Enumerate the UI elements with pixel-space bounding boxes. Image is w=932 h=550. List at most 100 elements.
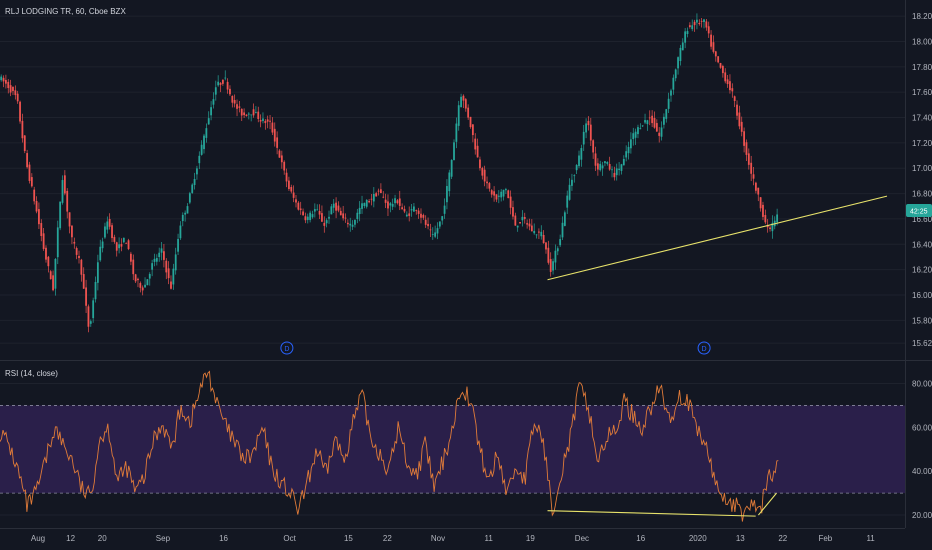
time-axis[interactable]: Aug 12 20 Sep 16 Oct 15 22 Nov 11 19 Dec 16 2020 13 22 F… [31,534,875,543]
candle-down [269,120,271,122]
candle-up [625,151,628,158]
candle-down [273,128,276,142]
candle-down [226,81,229,90]
candle-down [712,42,715,52]
candle-down [19,101,21,122]
candle-down [769,227,771,229]
rsi-divergence-short-line[interactable] [757,492,777,516]
candle-down [370,198,373,200]
candle-down [594,153,597,166]
candle-down [137,278,139,281]
candle-down [512,207,514,217]
candle-up [413,206,415,212]
candle-down [754,182,757,191]
candle-up [601,165,604,169]
time-tick-label: 16 [636,534,645,543]
candle-down [422,214,425,218]
candle-down [221,79,224,84]
candle-up [660,127,663,137]
candle-down [229,88,231,95]
candle-up [672,77,675,90]
candle-up [394,198,396,204]
candle-up [540,231,543,237]
candle-down [613,172,616,178]
candle-up [604,161,606,164]
candle-down [479,159,481,169]
candle-down [85,287,87,306]
price-axis[interactable]: 18.20 18.00 17.80 17.60 17.40 17.20 17.00 16.80… [912,12,932,348]
candle-down [490,190,493,195]
candle-down [2,77,5,82]
candle-up [455,123,458,142]
candle-up [151,263,154,270]
candle-down [73,241,76,244]
candle-up [606,161,609,164]
candle-down [693,21,696,26]
candle-down [129,253,132,262]
candle-down [14,90,17,96]
price-tick-label: 16.40 [912,240,932,249]
price-tick-label: 16.80 [912,190,932,199]
dividend-marker[interactable]: D [697,341,711,355]
candle-down [240,108,243,116]
candle-up [646,120,649,125]
candle-up [101,241,104,249]
candle-down [238,106,241,108]
candle-down [12,87,14,92]
candle-down [245,114,248,117]
candle-up [611,169,613,171]
candle-down [467,107,470,118]
candle-up [99,246,102,261]
candle-down [526,223,529,225]
dividend-marker[interactable]: D [280,341,294,355]
candle-down [733,96,736,101]
candle-up [92,300,95,319]
candle-down [717,56,720,63]
candle-down [417,210,420,214]
candle-down [257,111,260,119]
time-tick-label: 2020 [689,534,707,543]
candle-down [115,242,118,251]
candle-down [762,204,764,217]
candle-down [304,216,307,221]
price-tick-label: 17.80 [912,63,932,72]
time-tick-label: 22 [778,534,787,543]
candle-up [309,212,312,221]
candle-down [747,153,750,165]
dividend-marker-label: D [702,346,707,353]
candle-up [203,135,205,150]
dividend-marker-circle [697,341,711,355]
rsi-divergence-line[interactable] [547,510,756,517]
candle-up [361,203,363,209]
candle-down [724,72,727,82]
candle-down [47,256,50,267]
candle-down [542,234,545,244]
price-tick-label: 17.20 [912,139,932,148]
candle-down [280,155,283,163]
candle-down [78,255,80,259]
candle-down [757,187,760,195]
candle-down [424,219,427,225]
candle-up [146,279,149,286]
candle-down [382,196,385,198]
time-tick-label: 22 [383,534,392,543]
candle-down [33,189,36,202]
candle-up [186,206,189,214]
candle-up [438,221,441,227]
candle-down [108,218,111,227]
candle-up [351,224,354,227]
candle-up [306,216,309,220]
candle-down [377,190,380,192]
rsi-axis[interactable]: 80.00 60.00 40.00 20.00 [912,380,932,521]
candle-down [379,189,382,194]
rsi-pane[interactable] [0,370,905,522]
price-pane[interactable] [0,13,888,333]
candle-up [54,259,57,289]
candle-down [346,222,349,225]
candle-down [111,225,113,239]
candle-up [500,191,503,198]
candle-up [148,274,151,279]
price-trendline[interactable] [547,195,888,281]
price-tick-label: 17.40 [912,114,932,123]
